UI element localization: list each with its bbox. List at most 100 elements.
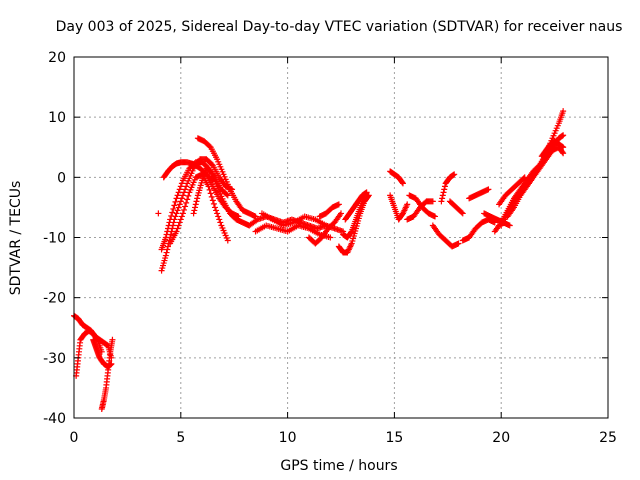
- x-tick-label: 15: [385, 430, 403, 446]
- data-point: [560, 144, 567, 151]
- data-point: [174, 225, 181, 232]
- data-point: [179, 192, 186, 199]
- data-point: [178, 195, 185, 202]
- x-tick-label: 10: [279, 430, 297, 446]
- data-point: [177, 183, 184, 190]
- data-point: [327, 234, 334, 241]
- data-point: [193, 198, 200, 205]
- data-point: [173, 195, 180, 202]
- data-point: [173, 210, 180, 217]
- data-point: [441, 186, 448, 193]
- data-point: [174, 192, 181, 199]
- y-tick-label: 0: [57, 170, 66, 186]
- data-point: [404, 201, 411, 208]
- data-point: [182, 186, 189, 193]
- data-point: [176, 219, 183, 226]
- data-point: [485, 186, 492, 193]
- data-point: [347, 229, 354, 236]
- data-point: [458, 209, 465, 216]
- data-point: [181, 189, 188, 196]
- data-point: [108, 360, 115, 367]
- data-point: [185, 192, 192, 199]
- data-point: [335, 201, 342, 208]
- data-point: [191, 207, 198, 214]
- data-point: [169, 209, 176, 216]
- data-point: [173, 228, 180, 235]
- data-point: [181, 206, 188, 213]
- data-point: [365, 193, 372, 200]
- data-point: [323, 222, 330, 229]
- data-point: [252, 213, 259, 220]
- data-point: [208, 193, 215, 200]
- data-point: [438, 198, 445, 205]
- data-point: [190, 210, 197, 217]
- x-tick-label: 0: [70, 430, 79, 446]
- data-point: [162, 234, 169, 241]
- data-point: [217, 219, 224, 226]
- data-point: [163, 231, 170, 238]
- y-axis-label: SDTVAR / TECUs: [8, 181, 24, 296]
- data-point: [440, 189, 447, 196]
- data-point: [179, 210, 186, 217]
- data-point: [215, 213, 222, 220]
- y-tick-label: -10: [43, 231, 66, 247]
- data-point: [213, 207, 220, 214]
- data-point: [109, 336, 116, 343]
- data-point: [93, 335, 100, 342]
- data-point: [164, 246, 171, 253]
- data-point: [560, 108, 567, 115]
- data-point: [560, 150, 567, 157]
- data-point: [167, 216, 174, 223]
- data-point: [455, 240, 462, 247]
- data-point: [521, 174, 528, 181]
- data-point: [192, 201, 199, 208]
- data-point: [184, 196, 191, 203]
- data-point: [177, 216, 184, 223]
- data-point: [223, 191, 230, 198]
- data-point: [560, 132, 567, 139]
- data-point: [162, 252, 169, 259]
- data-point: [175, 204, 182, 211]
- data-point: [166, 219, 173, 226]
- data-point: [176, 186, 183, 193]
- data-point: [192, 204, 199, 211]
- data-point: [506, 222, 513, 229]
- data-point: [451, 171, 458, 178]
- data-point: [208, 161, 215, 168]
- data-point: [399, 179, 406, 186]
- x-axis-label: GPS time / hours: [280, 458, 397, 474]
- data-point: [170, 205, 177, 212]
- data-point: [165, 222, 172, 229]
- data-point: [155, 210, 162, 217]
- data-point: [176, 201, 183, 208]
- data-point: [363, 189, 370, 196]
- chart-title: Day 003 of 2025, Sidereal Day-to-day VTE…: [56, 19, 623, 35]
- x-tick-label: 20: [492, 430, 510, 446]
- y-tick-label: 10: [48, 110, 66, 126]
- data-point: [216, 216, 223, 223]
- data-point: [175, 189, 182, 196]
- data-point: [178, 180, 185, 187]
- y-tick-label: 20: [48, 50, 66, 66]
- data-point: [520, 175, 527, 182]
- data-point: [224, 237, 231, 244]
- data-point: [209, 197, 216, 204]
- grid-lines: [74, 57, 608, 418]
- y-tick-label: -30: [43, 351, 66, 367]
- data-markers: [71, 108, 567, 412]
- data-point: [210, 200, 217, 207]
- data-point: [168, 212, 175, 219]
- data-point: [431, 213, 438, 220]
- data-point: [182, 203, 189, 210]
- x-tick-label: 5: [176, 430, 185, 446]
- data-point: [459, 210, 466, 217]
- data-point: [164, 225, 171, 232]
- data-point: [194, 195, 201, 202]
- data-point: [164, 228, 171, 235]
- x-tick-label: 25: [599, 430, 617, 446]
- data-point: [171, 202, 178, 209]
- y-tick-label: -20: [43, 291, 66, 307]
- data-point: [429, 198, 436, 205]
- data-point: [439, 195, 446, 202]
